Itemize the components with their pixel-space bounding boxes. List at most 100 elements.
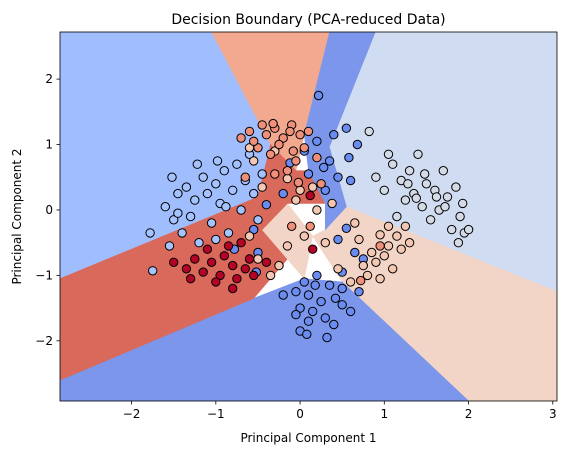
data-point xyxy=(274,139,284,150)
data-point xyxy=(278,133,288,143)
data-point xyxy=(337,283,347,294)
data-point xyxy=(463,224,474,235)
data-point xyxy=(383,149,394,160)
data-point xyxy=(392,211,402,222)
data-point xyxy=(367,247,377,258)
data-point xyxy=(451,182,461,192)
data-point xyxy=(282,166,293,176)
data-point xyxy=(308,182,318,192)
data-point xyxy=(221,202,231,212)
data-point xyxy=(320,185,330,196)
data-point xyxy=(202,244,213,254)
data-point xyxy=(345,277,356,287)
data-point xyxy=(352,139,363,150)
data-point xyxy=(257,182,267,192)
x-tick-label: 1 xyxy=(380,407,388,421)
data-point xyxy=(160,202,171,212)
x-axis-label: Principal Component 1 xyxy=(240,431,376,445)
data-point xyxy=(324,156,335,166)
data-point xyxy=(212,156,223,166)
data-point xyxy=(333,264,343,274)
data-point xyxy=(305,221,315,232)
data-point xyxy=(261,257,272,267)
data-point xyxy=(206,257,217,267)
data-point xyxy=(232,274,242,284)
data-point xyxy=(145,228,155,238)
data-point xyxy=(322,332,332,343)
data-point xyxy=(345,306,356,317)
data-point xyxy=(333,234,343,245)
data-point xyxy=(404,166,415,176)
x-tick-label: 3 xyxy=(549,407,557,421)
data-point xyxy=(173,188,183,199)
data-point xyxy=(337,300,347,310)
data-point xyxy=(295,303,305,313)
data-point xyxy=(447,224,457,235)
data-point xyxy=(379,251,389,261)
data-point xyxy=(440,202,450,212)
data-point xyxy=(345,175,356,186)
data-point xyxy=(295,130,305,140)
data-point xyxy=(291,309,301,320)
data-point xyxy=(411,193,421,203)
data-point xyxy=(358,260,368,271)
data-point xyxy=(329,130,339,140)
data-point xyxy=(312,152,322,163)
data-point xyxy=(316,296,326,307)
data-point xyxy=(299,277,309,287)
data-point xyxy=(249,224,259,235)
data-point xyxy=(291,156,301,166)
data-point xyxy=(295,185,305,196)
data-point xyxy=(303,126,314,137)
data-point xyxy=(164,241,175,251)
data-point xyxy=(219,166,230,176)
data-point xyxy=(261,130,272,140)
data-point xyxy=(303,316,314,326)
x-tick-label: −1 xyxy=(207,407,225,421)
data-point xyxy=(253,254,263,264)
data-point xyxy=(219,251,230,261)
data-point xyxy=(396,244,406,254)
data-point xyxy=(265,149,276,160)
data-point xyxy=(312,136,322,147)
data-point xyxy=(308,306,318,317)
data-point xyxy=(223,228,234,238)
data-point xyxy=(392,231,402,241)
y-tick-label: 0 xyxy=(45,203,53,217)
data-point xyxy=(257,169,267,179)
data-point xyxy=(253,215,263,225)
data-point xyxy=(320,238,330,248)
x-axis-ticks: −2 −1 0 1 2 3 xyxy=(123,401,557,421)
data-point xyxy=(169,257,179,267)
data-point xyxy=(344,152,354,163)
data-point xyxy=(181,264,192,274)
data-point xyxy=(371,172,381,182)
data-point xyxy=(310,280,320,290)
data-point xyxy=(438,166,448,176)
data-point xyxy=(425,215,436,225)
data-point xyxy=(388,159,398,169)
data-point xyxy=(383,221,394,232)
data-point xyxy=(274,260,284,271)
data-point xyxy=(388,264,398,274)
data-point xyxy=(190,195,200,205)
data-point xyxy=(383,241,394,251)
data-point xyxy=(185,274,196,284)
data-point xyxy=(400,195,411,205)
data-point xyxy=(453,238,464,248)
data-point xyxy=(316,179,326,189)
data-point xyxy=(455,211,465,222)
data-point xyxy=(333,172,343,182)
plot-frame xyxy=(59,31,558,402)
data-point xyxy=(375,274,385,284)
data-point xyxy=(375,230,385,240)
data-point xyxy=(192,159,203,169)
data-point xyxy=(364,126,374,137)
data-point xyxy=(324,280,335,290)
data-point xyxy=(291,195,301,205)
data-point xyxy=(198,267,208,277)
data-point xyxy=(268,118,278,129)
data-point xyxy=(375,241,385,251)
y-tick-label: −2 xyxy=(35,334,53,348)
